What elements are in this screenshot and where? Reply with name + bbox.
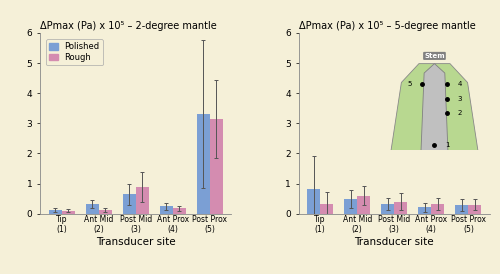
Bar: [468, 205, 481, 214]
Bar: [123, 194, 136, 214]
Bar: [456, 205, 468, 214]
Bar: [62, 211, 74, 214]
Bar: [98, 210, 112, 214]
Bar: [357, 196, 370, 214]
X-axis label: Transducer site: Transducer site: [354, 236, 434, 247]
Bar: [210, 119, 223, 214]
Bar: [382, 204, 394, 214]
Bar: [173, 208, 186, 214]
Text: ΔPmax (Pa) x 10⁵ – 5-degree mantle: ΔPmax (Pa) x 10⁵ – 5-degree mantle: [298, 21, 476, 31]
Bar: [432, 204, 444, 214]
Bar: [86, 204, 98, 214]
Bar: [48, 210, 62, 214]
Bar: [344, 199, 357, 214]
Bar: [418, 207, 432, 214]
Bar: [307, 189, 320, 214]
Bar: [394, 202, 407, 214]
Bar: [197, 114, 210, 214]
Bar: [136, 187, 148, 214]
Text: ΔPmax (Pa) x 10⁵ – 2-degree mantle: ΔPmax (Pa) x 10⁵ – 2-degree mantle: [40, 21, 217, 31]
Bar: [160, 207, 173, 214]
Legend: Polished, Rough: Polished, Rough: [46, 39, 103, 65]
X-axis label: Transducer site: Transducer site: [96, 236, 176, 247]
Bar: [320, 204, 333, 214]
